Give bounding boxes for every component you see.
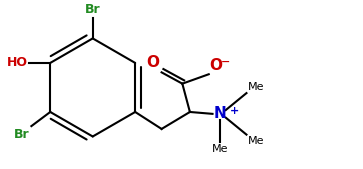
Text: Me: Me [212,144,228,154]
Text: Br: Br [85,3,101,16]
Text: Me: Me [248,136,264,146]
Text: −: − [221,57,231,67]
Text: N: N [214,106,227,121]
Text: Me: Me [248,82,264,92]
Text: HO: HO [7,56,28,69]
Text: O: O [210,58,223,73]
Text: O: O [147,55,160,70]
Text: +: + [229,106,239,116]
Text: Br: Br [14,128,29,141]
